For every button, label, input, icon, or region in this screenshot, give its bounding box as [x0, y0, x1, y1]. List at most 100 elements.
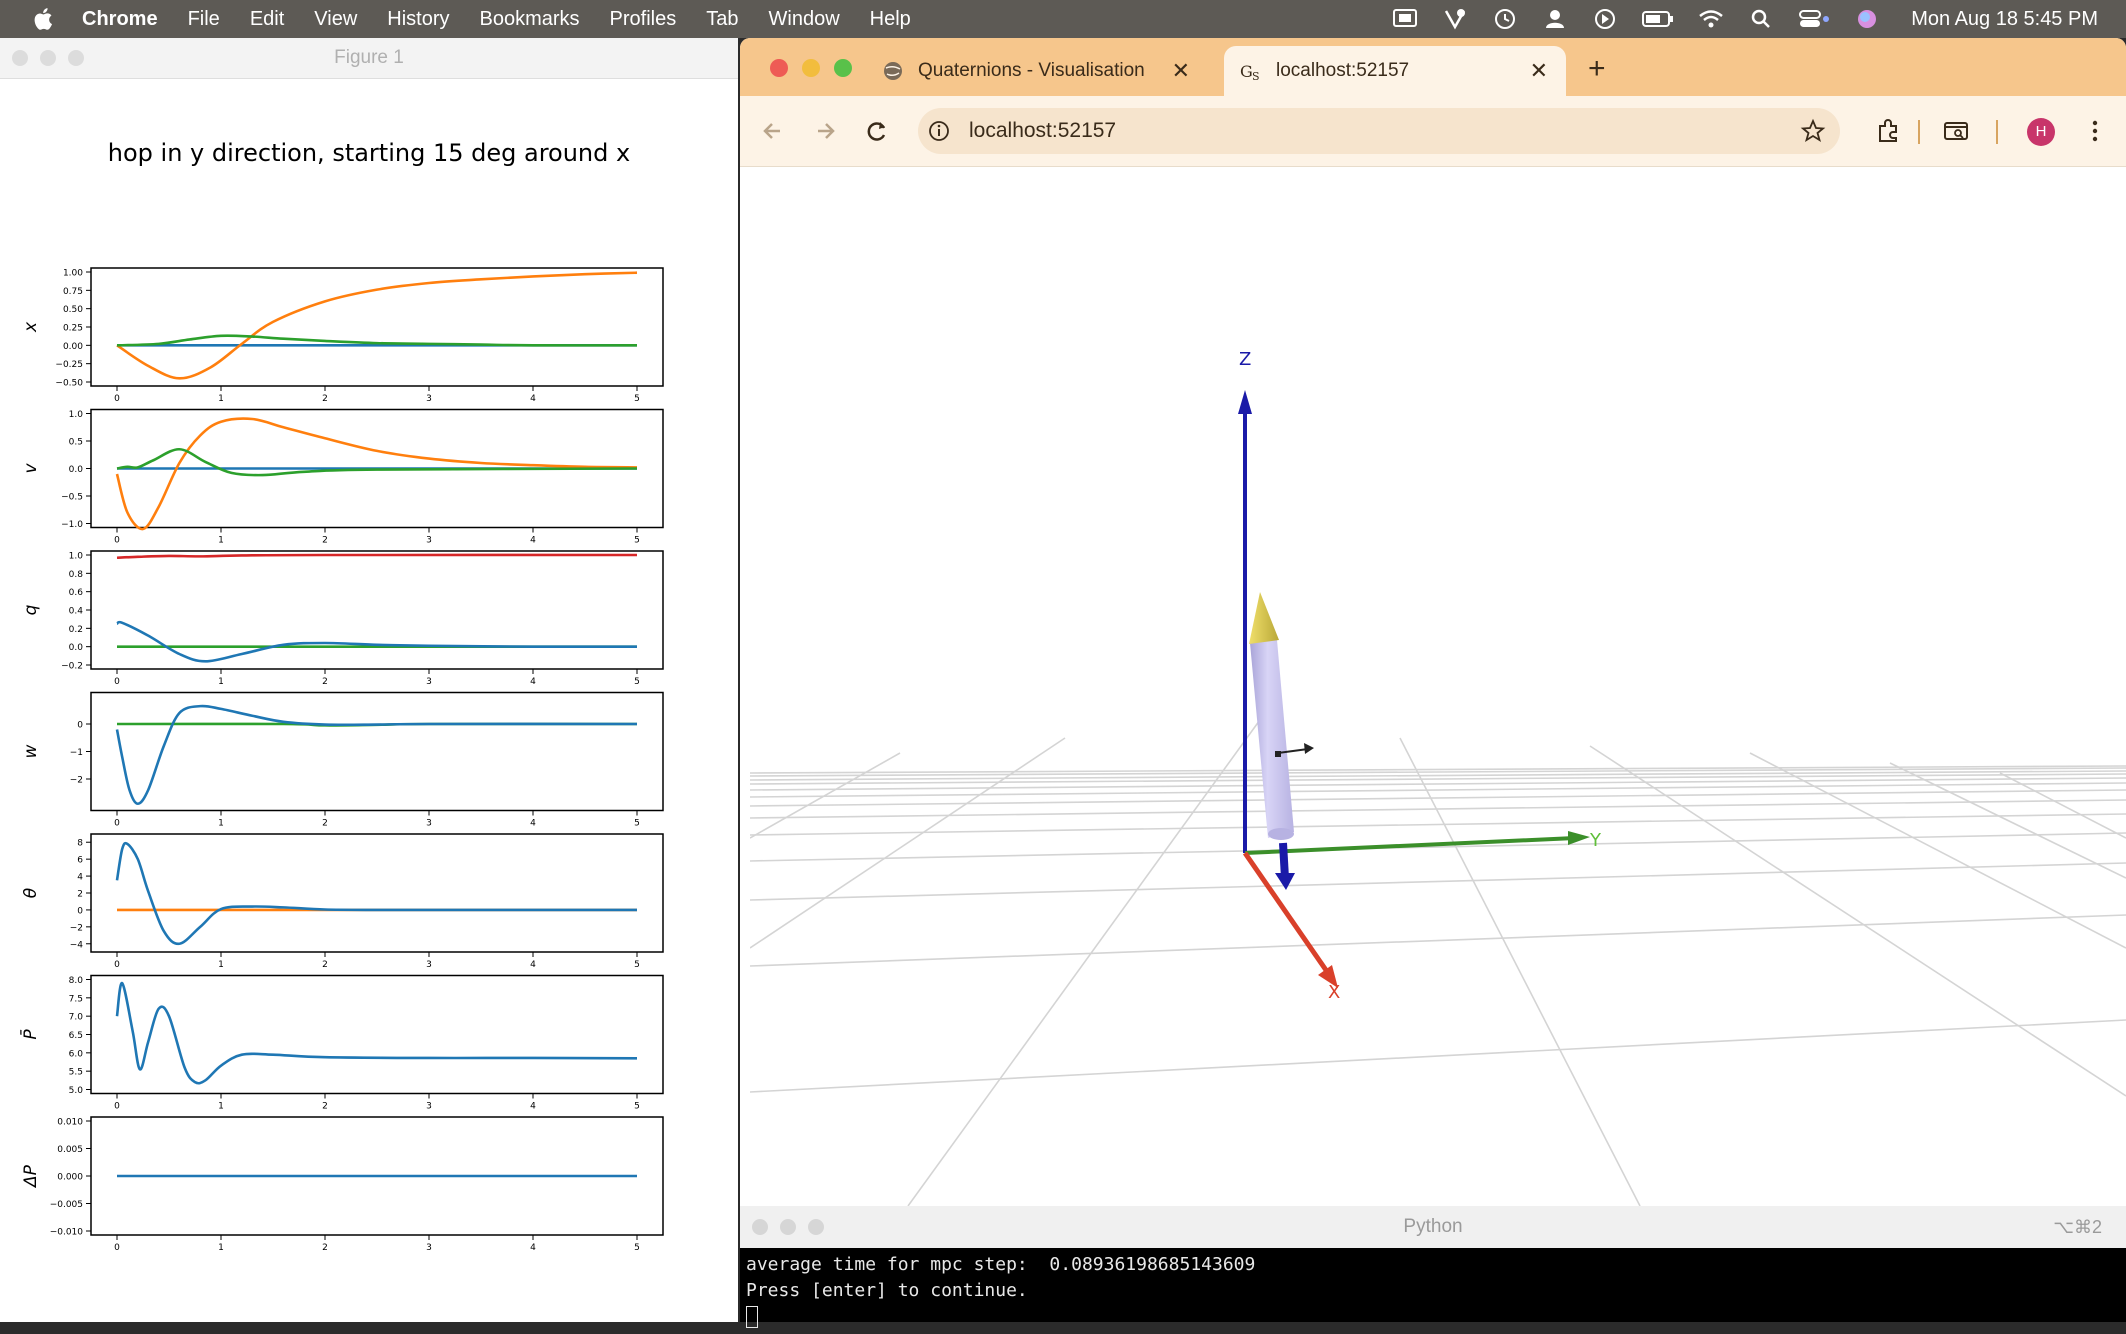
x-tick-label: 2 — [322, 1102, 328, 1112]
x-tick-label: 2 — [322, 819, 328, 829]
minimize-button[interactable] — [40, 50, 56, 66]
y-axis-label: θ — [21, 887, 41, 898]
zoom-button[interactable] — [808, 1219, 824, 1235]
y-axis-label: w — [21, 744, 41, 758]
bookmark-star-icon[interactable] — [1800, 118, 1826, 144]
y-tick-label: 5.5 — [69, 1068, 83, 1078]
subplot-4: 0 −1 −2 0 1 2 3 4 5 w — [21, 691, 664, 829]
y-tick-label: −0.5 — [61, 493, 83, 503]
new-tab-button[interactable]: + — [1588, 52, 1606, 85]
y-tick-label: 0.2 — [69, 625, 83, 635]
toolbar-divider — [1996, 120, 1998, 144]
menu-help[interactable]: Help — [869, 7, 911, 30]
site-info-icon[interactable] — [928, 120, 950, 142]
x-tick-label: 4 — [530, 1102, 536, 1112]
menu-bar-clock[interactable]: Mon Aug 18 5:45 PM — [1911, 7, 2098, 30]
battery-icon[interactable] — [1641, 7, 1675, 31]
menu-window[interactable]: Window — [768, 7, 840, 30]
close-button[interactable] — [12, 50, 28, 66]
close-button[interactable] — [752, 1219, 768, 1235]
extensions-icon[interactable] — [1874, 116, 1904, 146]
x-tick-label: 4 — [530, 536, 536, 546]
series-line — [115, 981, 638, 1085]
siri-icon[interactable] — [1853, 7, 1881, 31]
svg-text:S: S — [1252, 70, 1260, 82]
menu-bookmarks[interactable]: Bookmarks — [479, 7, 580, 30]
series-line — [116, 620, 638, 663]
y-tick-label: 7.0 — [69, 1013, 84, 1023]
y-tick-label: 1.00 — [63, 269, 83, 279]
series-line — [116, 334, 638, 347]
axes-frame — [90, 691, 664, 812]
terminal-output[interactable]: average time for mpc step: 0.08936198685… — [740, 1248, 2126, 1334]
x-tick-label: 5 — [634, 394, 640, 404]
x-tick-label: 5 — [634, 677, 640, 687]
menu-history[interactable]: History — [387, 7, 450, 30]
x-axis-label: X — [1328, 982, 1340, 1003]
close-window-button[interactable] — [770, 59, 788, 77]
rocket-nose — [1249, 592, 1279, 644]
subplot-1: 1.00 0.75 0.50 0.25 0.00 −0.25 −0.50 0 1 2 3 4 5 x — [21, 267, 664, 404]
back-icon[interactable] — [758, 116, 788, 146]
tab-quaternions-visualisation[interactable]: Quaternions - Visualisation ✕ — [866, 46, 1208, 96]
tab-search-icon[interactable] — [1941, 116, 1971, 146]
close-tab-icon[interactable]: ✕ — [1529, 58, 1548, 83]
y-tick-label: −0.2 — [61, 662, 83, 672]
vpn-icon[interactable] — [1441, 7, 1469, 31]
subplot-7: 0.010 0.005 0.000 −0.005 −0.010 0 1 2 3 4 5 ΔP — [21, 1116, 664, 1253]
minimize-button[interactable] — [780, 1219, 796, 1235]
y-tick-label: 0.50 — [63, 305, 83, 315]
search-icon[interactable] — [1747, 7, 1775, 31]
menu-file[interactable]: File — [187, 7, 220, 30]
series-line — [115, 704, 638, 806]
3d-scene-canvas[interactable]: Z Y X — [749, 178, 2126, 1206]
menu-tab[interactable]: Tab — [706, 7, 739, 30]
forward-icon[interactable] — [810, 116, 840, 146]
figure-window-title: Figure 1 — [334, 47, 404, 68]
zoom-button[interactable] — [68, 50, 84, 66]
minimize-window-button[interactable] — [802, 59, 820, 77]
z-axis-label: Z — [1239, 349, 1251, 370]
x-tick-label: 5 — [634, 536, 640, 546]
y-tick-label: −0.010 — [50, 1228, 84, 1238]
tab-label: Quaternions - Visualisation — [918, 60, 1145, 81]
x-tick-label: 4 — [530, 677, 536, 687]
y-tick-label: −1.0 — [61, 520, 83, 530]
profile-avatar[interactable]: H — [2027, 118, 2055, 146]
url-text[interactable]: localhost:52157 — [969, 119, 1117, 142]
play-icon[interactable] — [1591, 7, 1619, 31]
x-tick-label: 0 — [114, 536, 120, 546]
time-machine-icon[interactable] — [1491, 7, 1519, 31]
figure-titlebar: Figure 1 — [0, 38, 738, 79]
address-bar[interactable]: localhost:52157 — [918, 108, 1840, 154]
browser-window-controls — [770, 59, 852, 77]
close-tab-icon[interactable]: ✕ — [1171, 58, 1190, 83]
center-of-mass-marker — [1275, 751, 1281, 757]
control-center-icon[interactable] — [1797, 7, 1831, 31]
apple-logo-icon[interactable] — [30, 5, 58, 33]
y-tick-label: −0.25 — [55, 360, 83, 370]
figure-window: Figure 1 hop in y direction, starting 15… — [0, 38, 738, 1322]
y-tick-label: 0 — [77, 721, 83, 731]
3d-scene-viewport[interactable]: Z Y X — [749, 178, 2126, 1206]
menu-edit[interactable]: Edit — [249, 7, 285, 30]
reload-icon[interactable] — [862, 116, 892, 146]
menu-view[interactable]: View — [314, 7, 358, 30]
menu-profiles[interactable]: Profiles — [609, 7, 677, 30]
fullscreen-window-button[interactable] — [834, 59, 852, 77]
wifi-icon[interactable] — [1697, 7, 1725, 31]
y-axis-label: q — [21, 604, 41, 615]
series-line — [116, 447, 638, 477]
x-tick-label: 2 — [322, 677, 328, 687]
menu-app-chrome[interactable]: Chrome — [82, 7, 158, 30]
rocket-model[interactable] — [1249, 592, 1314, 890]
screen-record-icon[interactable] — [1391, 7, 1419, 31]
x-tick-label: 2 — [322, 960, 328, 970]
user-icon[interactable] — [1541, 7, 1569, 31]
y-tick-label: 7.5 — [69, 994, 83, 1004]
terminal-line: average time for mpc step: 0.08936198685… — [746, 1254, 1256, 1275]
more-menu-icon[interactable] — [2080, 116, 2110, 146]
y-tick-label: 2 — [77, 890, 83, 900]
rocket-base — [1268, 828, 1294, 840]
